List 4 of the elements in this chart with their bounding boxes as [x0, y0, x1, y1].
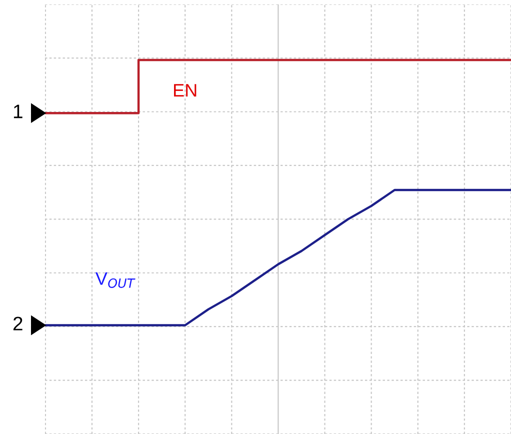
- text: 2: [13, 316, 22, 330]
- text: V$_{OUT}$: [95, 272, 136, 288]
- text: 1: [14, 104, 22, 118]
- series-label: EN: [174, 84, 196, 97]
